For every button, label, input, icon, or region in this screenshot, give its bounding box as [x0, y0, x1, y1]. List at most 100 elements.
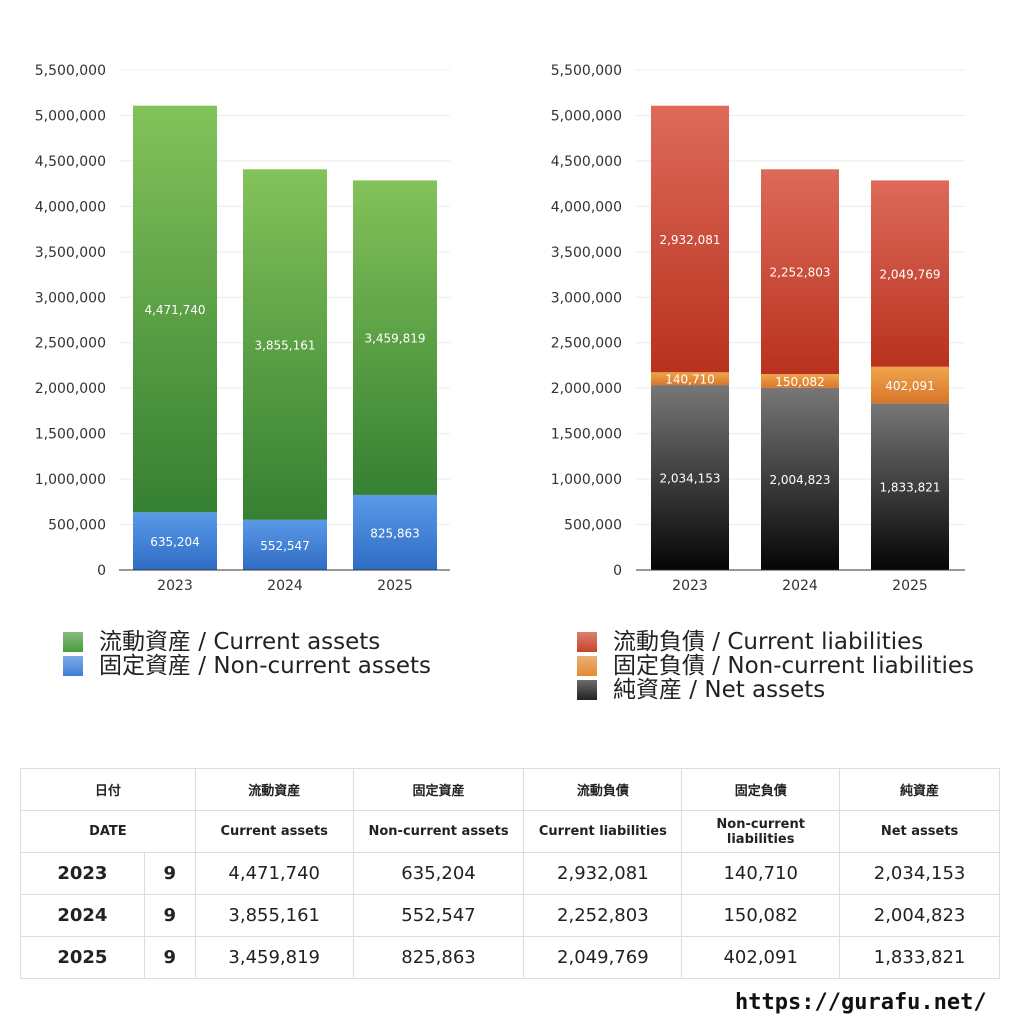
table-header-jp: 日付 流動資産 固定資産 流動負債 固定負債 純資産 — [20, 768, 1000, 811]
row-month: 9 — [143, 852, 196, 895]
data-label: 2,004,823 — [769, 473, 830, 487]
assets-chart: 0 500,000 1,000,000 1,500,000 2,000,000 2,500… — [35, 63, 450, 594]
y-tick-label: 2,500,000 — [35, 336, 106, 352]
data-label: 402,091 — [885, 379, 935, 393]
y-tick-label: 1,500,000 — [551, 427, 622, 443]
bar-segment — [871, 366, 949, 404]
bar-segment — [243, 169, 327, 520]
cell-noncurrent-assets: 635,204 — [352, 852, 525, 895]
legend-label: 流動負債 / Current liabilities — [613, 629, 924, 655]
row-month: 9 — [143, 936, 196, 979]
legend-item: 流動負債 / Current liabilities — [577, 630, 974, 654]
source-url[interactable]: https://gurafu.net/ — [735, 990, 987, 1015]
header-date-jp: 日付 — [20, 768, 196, 811]
data-label: 2,034,153 — [659, 472, 720, 486]
row-month: 9 — [143, 894, 196, 937]
y-tick-label: 4,500,000 — [35, 154, 106, 170]
x-tick-label: 2024 — [267, 578, 303, 594]
data-label: 1,833,821 — [879, 481, 940, 495]
y-tick-label: 5,500,000 — [35, 63, 106, 79]
cell-current-liabilities: 2,932,081 — [523, 852, 683, 895]
header-current-liabilities-jp: 流動負債 — [523, 768, 683, 811]
bar-segment — [243, 519, 327, 570]
y-tick-label: 5,000,000 — [35, 108, 106, 124]
y-tick-label: 1,500,000 — [35, 427, 106, 443]
cell-noncurrent-liabilities: 140,710 — [681, 852, 841, 895]
cell-noncurrent-assets: 825,863 — [352, 936, 525, 979]
cell-current-liabilities: 2,049,769 — [523, 936, 683, 979]
y-tick-label: 1,000,000 — [551, 472, 622, 488]
y-tick-label: 4,500,000 — [551, 154, 622, 170]
x-tick-label: 2025 — [892, 578, 928, 594]
legend-swatch — [577, 680, 597, 700]
data-label: 2,932,081 — [659, 233, 720, 247]
data-label: 150,082 — [775, 375, 825, 389]
bar-segment — [761, 387, 839, 570]
header-current-assets-jp: 流動資産 — [194, 768, 354, 811]
header-current-liabilities-en: Current liabilities — [523, 810, 683, 853]
cell-net-assets: 2,004,823 — [839, 894, 1000, 937]
bar-segment — [353, 180, 437, 495]
y-tick-label: 1,000,000 — [35, 472, 106, 488]
assets-legend: 流動資産 / Current assets 固定資産 / Non-current … — [63, 630, 431, 678]
legend-label: 純資産 / Net assets — [613, 677, 826, 703]
charts-canvas: 0 500,000 1,000,000 1,500,000 2,000,000 2,500… — [35, 63, 965, 594]
y-tick-label: 4,000,000 — [35, 199, 106, 215]
y-tick-label: 2,500,000 — [551, 336, 622, 352]
data-label: 4,471,740 — [144, 303, 205, 317]
table-row: 2023 9 4,471,740 635,204 2,932,081 140,7… — [20, 852, 1000, 895]
header-current-assets-en: Current assets — [194, 810, 354, 853]
y-tick-label: 500,000 — [48, 518, 106, 534]
cell-net-assets: 1,833,821 — [839, 936, 1000, 979]
legend-swatch — [63, 656, 83, 676]
cell-current-liabilities: 2,252,803 — [523, 894, 683, 937]
bar-segment — [133, 512, 217, 570]
bar-segment — [761, 374, 839, 388]
bar-segment — [651, 385, 729, 570]
y-tick-label: 2,000,000 — [35, 381, 106, 397]
cell-noncurrent-liabilities: 150,082 — [681, 894, 841, 937]
data-label: 635,204 — [150, 535, 200, 549]
legend-swatch — [577, 656, 597, 676]
y-tick-label: 4,000,000 — [551, 199, 622, 215]
legend-item: 純資産 / Net assets — [577, 678, 974, 702]
y-tick-label: 5,500,000 — [551, 63, 622, 79]
header-net-assets-en: Net assets — [839, 810, 1000, 853]
cell-current-assets: 3,855,161 — [194, 894, 354, 937]
data-label: 3,855,161 — [254, 339, 315, 353]
data-label: 140,710 — [665, 373, 715, 387]
bar-segment — [761, 169, 839, 375]
bar-segment — [651, 105, 729, 373]
y-tick-label: 3,000,000 — [35, 290, 106, 306]
y-tick-label: 3,500,000 — [551, 245, 622, 261]
legend-item: 固定負債 / Non-current liabilities — [577, 654, 974, 678]
cell-noncurrent-assets: 552,547 — [352, 894, 525, 937]
header-net-assets-jp: 純資産 — [839, 768, 1000, 811]
cell-net-assets: 2,034,153 — [839, 852, 1000, 895]
legend-label: 流動資産 / Current assets — [99, 629, 381, 655]
table-row: 2025 9 3,459,819 825,863 2,049,769 402,0… — [20, 936, 1000, 979]
legend-item: 流動資産 / Current assets — [63, 630, 431, 654]
data-label: 3,459,819 — [364, 332, 425, 346]
bar-segment — [353, 494, 437, 570]
x-tick-label: 2023 — [672, 578, 708, 594]
legend-swatch — [577, 632, 597, 652]
row-year: 2023 — [20, 852, 145, 895]
table-row: 2024 9 3,855,161 552,547 2,252,803 150,0… — [20, 894, 1000, 937]
x-tick-label: 2023 — [157, 578, 193, 594]
y-tick-label: 5,000,000 — [551, 108, 622, 124]
header-date-en: DATE — [20, 810, 196, 853]
header-noncurrent-assets-jp: 固定資産 — [352, 768, 525, 811]
bar-segment — [133, 105, 217, 513]
cell-current-assets: 4,471,740 — [194, 852, 354, 895]
bar-segment — [651, 372, 729, 386]
y-tick-label: 3,500,000 — [35, 245, 106, 261]
y-tick-label: 500,000 — [564, 518, 622, 534]
row-year: 2024 — [20, 894, 145, 937]
legend-label: 固定負債 / Non-current liabilities — [613, 653, 974, 679]
y-tick-label: 2,000,000 — [551, 381, 622, 397]
legend-swatch — [63, 632, 83, 652]
header-noncurrent-liabilities-jp: 固定負債 — [681, 768, 841, 811]
data-label: 2,252,803 — [769, 266, 830, 280]
legend-label: 固定資産 / Non-current assets — [99, 653, 432, 679]
